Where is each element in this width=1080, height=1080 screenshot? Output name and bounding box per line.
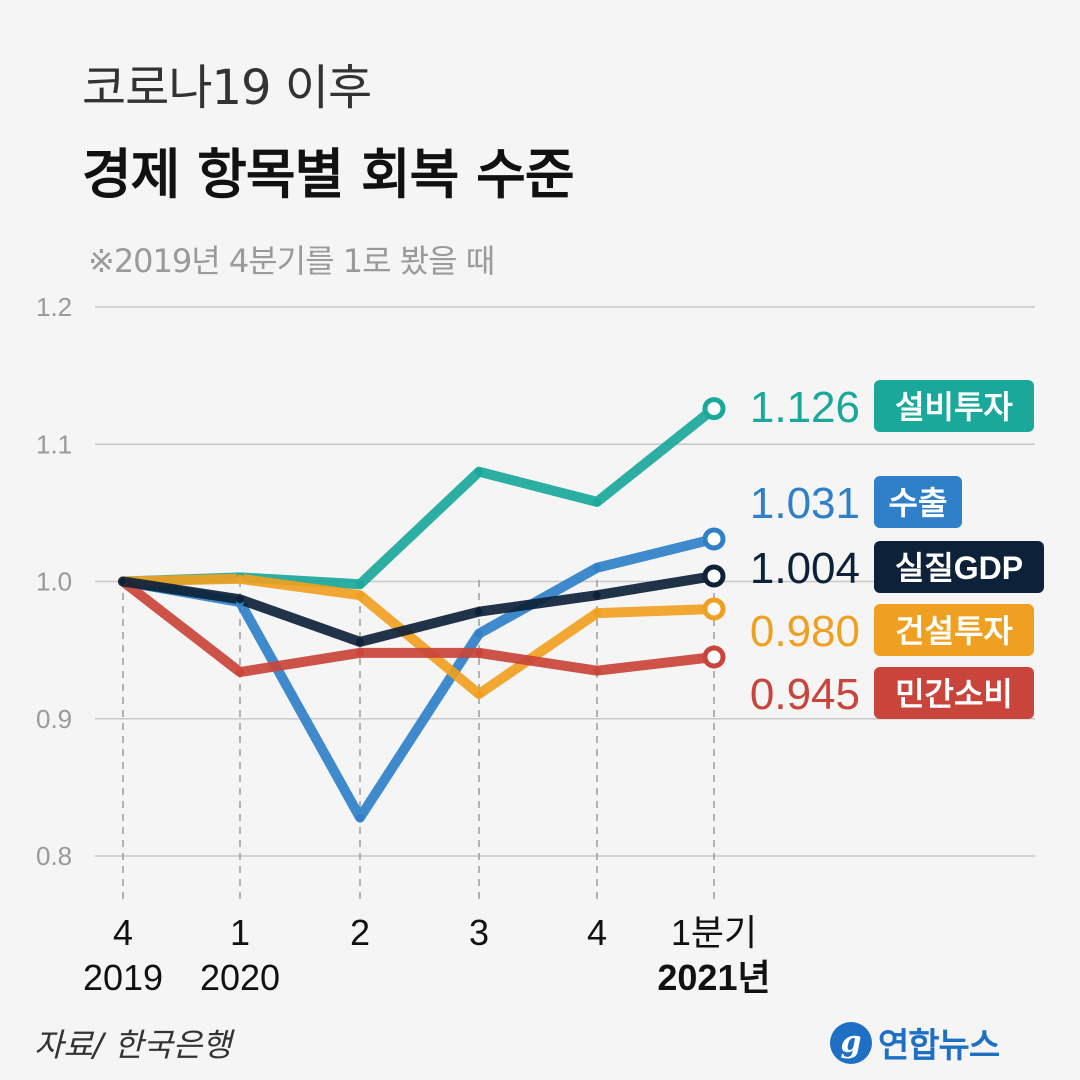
data-point-end-건설투자 xyxy=(702,597,726,621)
series-line-실질GDP xyxy=(118,571,719,647)
data-point-건설투자 xyxy=(475,690,483,699)
logo-text: 연합뉴스 xyxy=(878,1026,1000,1066)
source-note: 자료/ 한국은행 xyxy=(34,1026,232,1064)
y-tick-label: 1.2 xyxy=(36,292,72,322)
x-tick-label: 4 xyxy=(113,912,133,953)
data-label-수출: 1.031 xyxy=(750,479,860,528)
legend-label-건설투자: 건설투자 xyxy=(895,613,1013,649)
x-tick-label: 2 xyxy=(350,912,370,953)
data-point-민간소비 xyxy=(593,666,601,675)
data-point-end-실질GDP xyxy=(702,564,726,588)
data-point-end-수출 xyxy=(702,527,726,551)
x-tick-label-year: 2019 xyxy=(83,957,163,998)
legend-badge-건설투자 xyxy=(874,604,1034,656)
data-point-민간소비 xyxy=(236,668,244,677)
data-point-실질GDP xyxy=(593,591,601,600)
data-label-민간소비: 0.945 xyxy=(750,670,860,719)
data-label-실질GDP: 1.004 xyxy=(750,544,860,593)
x-tick-label-year: 2020 xyxy=(200,957,280,998)
data-point-설비투자 xyxy=(475,467,483,476)
legend-badge-민간소비 xyxy=(874,667,1034,719)
data-point-민간소비 xyxy=(475,648,483,657)
logo-mark-icon: g xyxy=(830,1021,872,1064)
data-point-end-민간소비 xyxy=(702,645,726,669)
x-tick-label: 4 xyxy=(587,912,607,953)
data-point-실질GDP xyxy=(475,607,483,616)
data-label-설비투자: 1.126 xyxy=(750,383,860,432)
y-tick-label: 1.0 xyxy=(36,567,72,597)
data-point-설비투자 xyxy=(356,580,364,589)
y-tick-label: 0.9 xyxy=(36,704,72,734)
data-point-실질GDP xyxy=(119,577,127,586)
publisher-logo: g 연합뉴스 xyxy=(830,1018,1000,1067)
chart-title-line2: 경제 항목별 회복 수준 xyxy=(82,143,575,206)
legend-badge-수출 xyxy=(874,476,962,528)
chart-subtitle: ※2019년 4분기를 1로 봤을 때 xyxy=(88,242,495,280)
legend-badge-실질GDP xyxy=(874,541,1044,593)
x-tick-label: 1 xyxy=(230,912,250,953)
data-point-건설투자 xyxy=(356,591,364,600)
data-point-실질GDP xyxy=(236,595,244,604)
data-point-민간소비 xyxy=(356,648,364,657)
x-tick-label: 1분기 xyxy=(671,912,757,953)
series-line-건설투자 xyxy=(118,573,719,700)
y-tick-label: 0.8 xyxy=(36,841,72,871)
legend-label-설비투자: 설비투자 xyxy=(895,389,1013,425)
legend-label-민간소비: 민간소비 xyxy=(895,676,1013,712)
data-label-건설투자: 0.980 xyxy=(750,607,860,656)
data-point-수출 xyxy=(593,563,601,572)
data-point-수출 xyxy=(475,629,483,638)
chart-title-line1: 코로나19 이후 xyxy=(82,60,372,116)
x-tick-label-year: 2021년 xyxy=(657,957,770,998)
data-point-건설투자 xyxy=(593,609,601,618)
data-point-end-설비투자 xyxy=(702,397,726,421)
x-tick-label: 3 xyxy=(469,912,489,953)
legend-label-수출: 수출 xyxy=(889,485,948,521)
data-point-수출 xyxy=(356,813,364,822)
data-point-건설투자 xyxy=(236,574,244,583)
y-tick-label: 1.1 xyxy=(36,429,72,459)
legend-badge-설비투자 xyxy=(874,380,1034,432)
legend-label-실질GDP: 실질GDP xyxy=(895,550,1023,586)
data-point-설비투자 xyxy=(593,497,601,506)
series-line-민간소비 xyxy=(118,576,719,678)
data-point-실질GDP xyxy=(356,637,364,646)
